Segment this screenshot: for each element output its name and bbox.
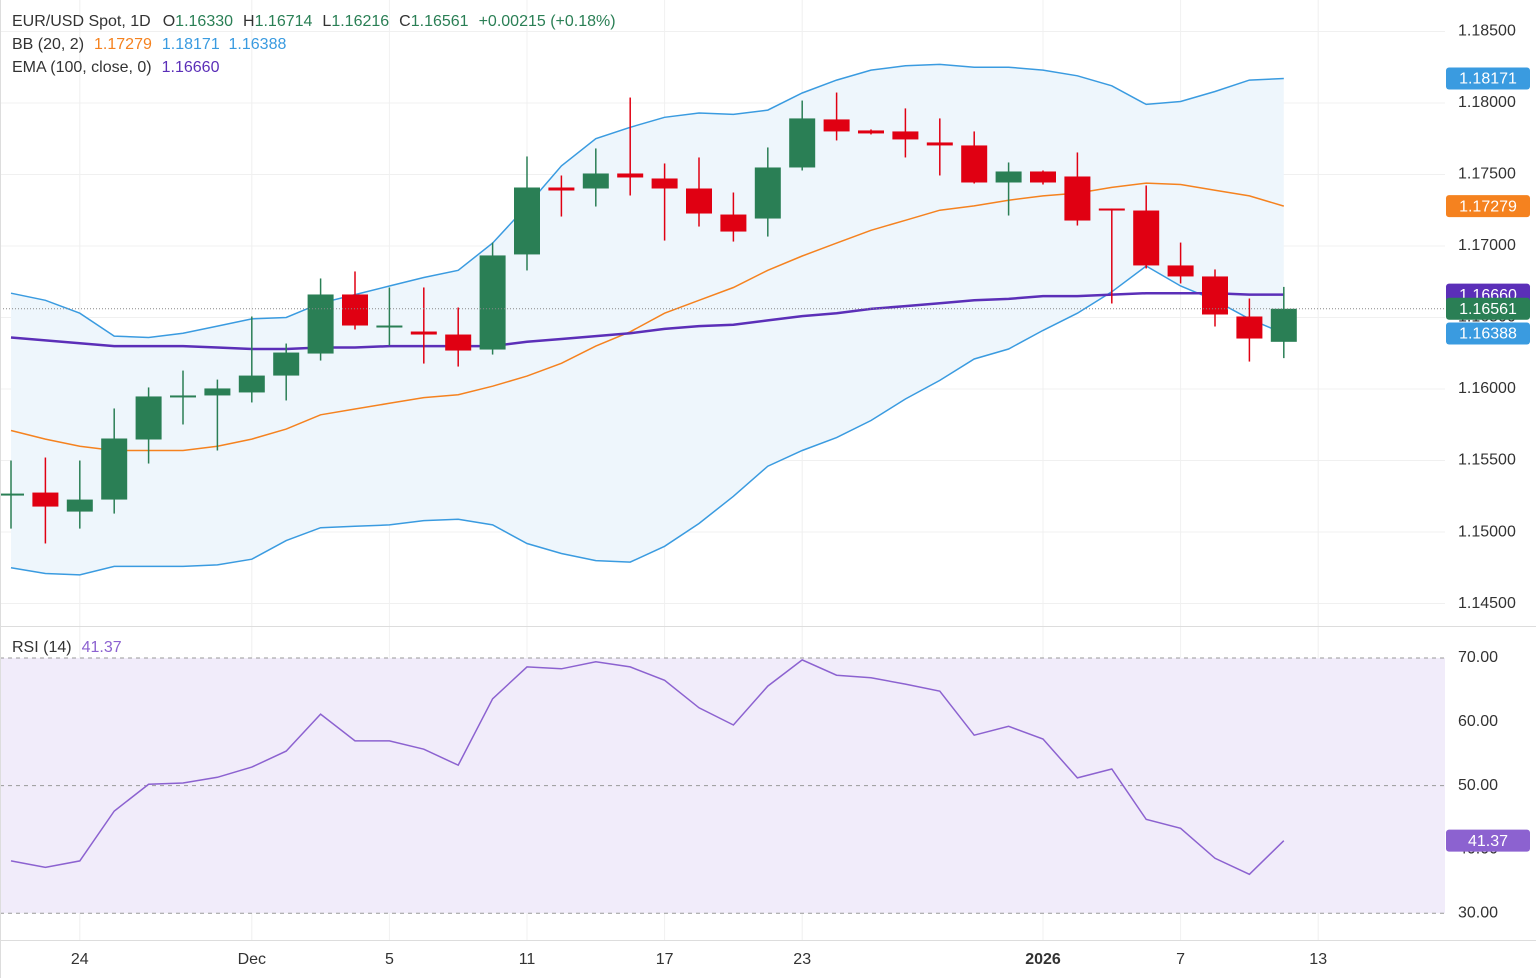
candle-body (858, 130, 884, 134)
value-badge-label: 1.18171 (1459, 71, 1517, 88)
quote-value: 1.16714 (255, 13, 313, 30)
candle-body (651, 178, 678, 189)
band-fill (11, 64, 1284, 575)
candle-body (926, 142, 953, 146)
y-tick-label: 1.17000 (1458, 237, 1516, 254)
legend-value: 1.17279 (94, 36, 152, 53)
y-tick-label: 30.00 (1458, 904, 1498, 921)
candle-body (479, 255, 506, 350)
legend-value: 1.16388 (229, 36, 287, 53)
candle-body (445, 334, 472, 351)
y-tick-label: 1.18000 (1458, 94, 1516, 111)
candle-body (66, 499, 93, 512)
x-tick-label: 7 (1176, 951, 1185, 968)
candle-body (1064, 176, 1091, 221)
value-badge-label: 1.17279 (1459, 198, 1517, 215)
x-tick-label: 17 (656, 951, 674, 968)
value-badge-label: 1.16388 (1459, 326, 1517, 343)
quote-change: +0.00215 (+0.18%) (479, 13, 616, 30)
candle-body (1202, 276, 1228, 315)
y-tick-label: 1.17500 (1458, 166, 1516, 183)
value-badge (1446, 322, 1530, 345)
x-tick-label: 2026 (1025, 951, 1061, 968)
quote-value: 1.16216 (331, 13, 389, 30)
candle-body (204, 388, 231, 396)
quote-key: H (243, 13, 255, 30)
y-tick-label: 1.15500 (1458, 452, 1516, 469)
y-tick-label: 50.00 (1458, 777, 1498, 794)
candle-body (823, 119, 850, 132)
legend-name: EMA (100, close, 0) (12, 59, 152, 76)
legend-name: BB (20, 2) (12, 36, 84, 53)
x-tick-label: 11 (519, 951, 536, 968)
x-tick-label: 24 (71, 951, 89, 968)
candle-body (582, 173, 609, 189)
candle-body (170, 395, 196, 398)
symbol: EUR/USD Spot, 1D (12, 13, 151, 30)
ema-legend: EMA (100, close, 0) 1.16660 (12, 59, 220, 76)
candle-body (1270, 308, 1297, 342)
indicator-line (10, 291, 1284, 351)
candle-body (1133, 210, 1160, 266)
candle-body (1236, 316, 1263, 339)
candle-body (101, 438, 128, 500)
x-tick-label: 5 (385, 951, 394, 968)
y-tick-label: 1.18500 (1458, 23, 1516, 40)
candle-body (0, 493, 24, 496)
candle-body (617, 173, 644, 178)
bb-legend: BB (20, 2) 1.17279 1.18171 1.16388 (12, 36, 286, 53)
quote-value: 1.16561 (411, 13, 469, 30)
candle-body (686, 188, 712, 214)
legend-value: 1.18171 (162, 36, 220, 53)
legend-value: 41.37 (82, 639, 122, 656)
quote-key: L (322, 13, 331, 30)
value-badge (1446, 195, 1530, 218)
value-badge (1446, 829, 1530, 852)
y-tick-label: 1.16000 (1458, 380, 1516, 397)
candle-body (376, 325, 403, 328)
candle-body (238, 375, 265, 393)
candle-body (410, 331, 437, 335)
rsi-line (10, 659, 1285, 876)
candle-body (342, 294, 368, 326)
y-tick-label: 70.00 (1458, 649, 1498, 666)
x-tick-label: Dec (238, 951, 266, 968)
x-tick-label: 13 (1309, 951, 1327, 968)
rsi-legend: RSI (14) 41.37 (12, 639, 122, 656)
legend-name: RSI (14) (12, 639, 72, 656)
x-tick-label: 23 (793, 951, 811, 968)
legend-value: 1.16660 (162, 59, 220, 76)
candle-body (1167, 265, 1194, 277)
value-badge (1446, 67, 1530, 90)
candle-body (961, 145, 988, 183)
y-tick-label: 1.15000 (1458, 523, 1516, 540)
candle-body (789, 118, 816, 168)
quote-line: EUR/USD Spot, 1D O1.16330 H1.16714 L1.16216… (12, 13, 616, 30)
quote-key: O (163, 13, 175, 30)
candle-body (32, 492, 59, 507)
candle-body (273, 352, 300, 376)
indicator-line (10, 63, 1284, 339)
indicator-line (10, 265, 1285, 576)
candle-body (995, 171, 1022, 183)
candle-body (892, 131, 919, 140)
candle-body (307, 294, 334, 354)
value-badge (1446, 297, 1530, 320)
candle-body (514, 187, 540, 255)
quote-key: C (399, 13, 411, 30)
value-badge-label: 41.37 (1468, 833, 1508, 850)
quote-value: 1.16330 (175, 13, 233, 30)
candle-body (1098, 208, 1125, 211)
candle-body (720, 214, 747, 232)
value-badge-label: 1.16561 (1459, 301, 1517, 318)
y-tick-label: 60.00 (1458, 713, 1498, 730)
candle-body (1030, 171, 1056, 183)
y-tick-label: 1.14500 (1458, 595, 1516, 612)
candle-body (754, 167, 781, 219)
candle-body (548, 187, 575, 191)
candle-body (135, 396, 162, 440)
